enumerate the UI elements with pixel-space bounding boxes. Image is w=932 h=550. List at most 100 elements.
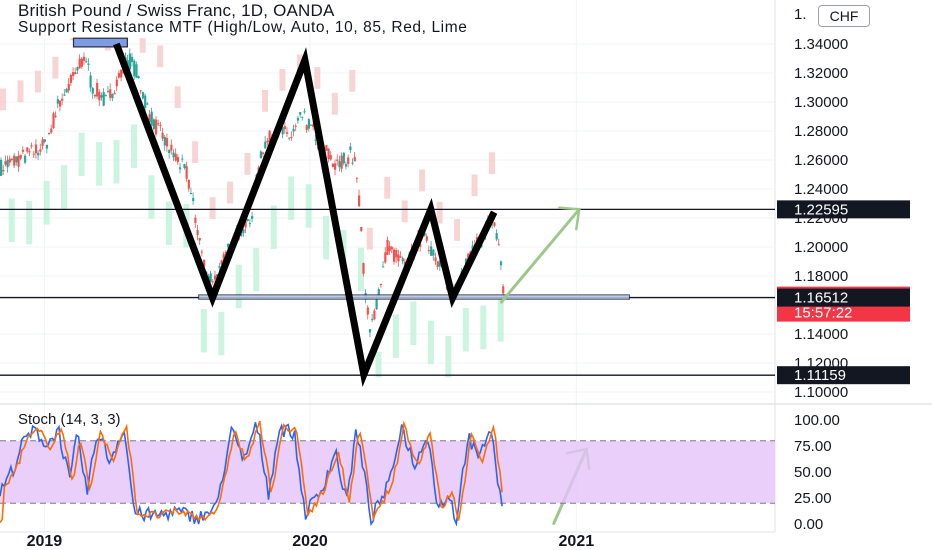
support-zone xyxy=(26,200,33,245)
candle-body xyxy=(502,286,505,294)
support-zone xyxy=(427,320,434,365)
support-zone xyxy=(392,314,399,358)
candle-body xyxy=(355,177,359,179)
candle-body xyxy=(351,162,354,164)
support-zone xyxy=(61,165,68,209)
candle-body xyxy=(499,261,503,266)
candle-body xyxy=(294,125,297,127)
candle-body xyxy=(360,227,363,231)
candle-body xyxy=(397,254,400,262)
candle-body xyxy=(69,75,73,83)
candle-body xyxy=(28,151,31,153)
candle-body xyxy=(325,145,328,151)
resistance-zone xyxy=(261,90,268,112)
candle-body xyxy=(104,95,107,97)
candle-body xyxy=(288,137,291,139)
support-zone xyxy=(445,336,452,378)
resistance-zone xyxy=(349,69,356,92)
stoch-tick-label: 100.00 xyxy=(794,412,840,429)
projection-arrow xyxy=(499,207,581,304)
candle-body xyxy=(425,236,428,241)
candle-body xyxy=(67,83,70,91)
price-tick-label: 1.26000 xyxy=(794,152,848,169)
resistance-zone xyxy=(419,169,426,192)
resistance-zone xyxy=(401,200,408,223)
price-tag-label: 1.11159 xyxy=(794,367,846,384)
candle-body xyxy=(220,260,223,265)
candle-body xyxy=(334,163,337,170)
candle-body xyxy=(495,233,498,240)
candle-body xyxy=(100,95,103,98)
resistance-zone xyxy=(331,92,338,115)
support-zone xyxy=(96,142,103,186)
candle-body xyxy=(52,113,55,129)
candle-body xyxy=(384,252,387,263)
candle-body xyxy=(338,161,341,168)
time-tick-label: 2021 xyxy=(559,533,595,550)
candle-body xyxy=(133,60,136,77)
candle-body xyxy=(50,128,53,133)
candle-body xyxy=(168,150,171,154)
candle-body xyxy=(117,73,121,78)
candle-body xyxy=(32,153,35,155)
time-axis[interactable]: 2019 2020 2021 xyxy=(0,531,775,550)
candle-body xyxy=(45,144,49,149)
candle-body xyxy=(310,124,313,126)
price-tick-label: 1.28000 xyxy=(794,123,848,140)
price-axis[interactable]: 1.34000 1.32000 1.30000 1.28000 1.26000 1.240… xyxy=(794,6,848,533)
price-tag-bg xyxy=(777,303,910,322)
support-zone xyxy=(130,124,137,168)
candle-body xyxy=(268,130,271,147)
candle-body xyxy=(128,53,132,70)
support-zone xyxy=(165,201,172,246)
candle-body xyxy=(198,238,201,241)
candle-body xyxy=(157,123,160,125)
stoch-tick-label: 75.00 xyxy=(794,438,832,455)
candle-body xyxy=(336,159,339,161)
candle-body xyxy=(242,229,245,233)
candle-body xyxy=(296,117,300,121)
candle-body xyxy=(183,163,186,169)
stoch-legend[interactable]: Stoch (14, 3, 3) xyxy=(18,411,121,428)
candle-body xyxy=(161,132,164,139)
stoch-k-line xyxy=(0,422,503,527)
candle-body xyxy=(436,261,439,267)
time-tick-label: 2019 xyxy=(27,533,63,550)
candle-body xyxy=(15,156,18,163)
candle-body xyxy=(329,155,332,160)
candle-body xyxy=(358,195,361,207)
candle-body xyxy=(377,289,380,296)
candle-body xyxy=(137,76,140,79)
currency-button[interactable]: CHF xyxy=(818,5,870,27)
support-zone xyxy=(375,351,382,378)
candle-body xyxy=(144,95,147,109)
candle-body xyxy=(6,159,9,168)
candle-body xyxy=(342,152,345,164)
candle-body xyxy=(379,283,383,285)
resistance-zone xyxy=(244,153,251,175)
support-zone xyxy=(323,215,330,260)
support-zone xyxy=(218,311,225,356)
resistance-zone xyxy=(17,80,24,103)
candle-body xyxy=(392,249,396,262)
candle-body xyxy=(93,94,97,97)
candle-body xyxy=(54,115,57,117)
support-box xyxy=(198,294,630,300)
stoch-tick-label: 25.00 xyxy=(794,490,832,507)
price-tag-bg xyxy=(777,200,910,219)
indicator-legend[interactable]: Support Resistance MTF (High/Low, Auto, … xyxy=(18,19,468,36)
support-zone xyxy=(43,180,50,225)
candle-body xyxy=(150,111,153,126)
candle-body xyxy=(395,250,398,258)
candle-body xyxy=(261,152,265,155)
resistance-zone xyxy=(436,201,443,224)
candle-body xyxy=(246,219,249,221)
candle-body xyxy=(39,149,42,152)
candle-body xyxy=(72,72,75,77)
candle-body xyxy=(401,258,404,262)
candle-body xyxy=(10,158,14,160)
stochastic-pane xyxy=(0,420,775,527)
candle-body xyxy=(135,64,138,78)
candle-body xyxy=(390,247,393,250)
